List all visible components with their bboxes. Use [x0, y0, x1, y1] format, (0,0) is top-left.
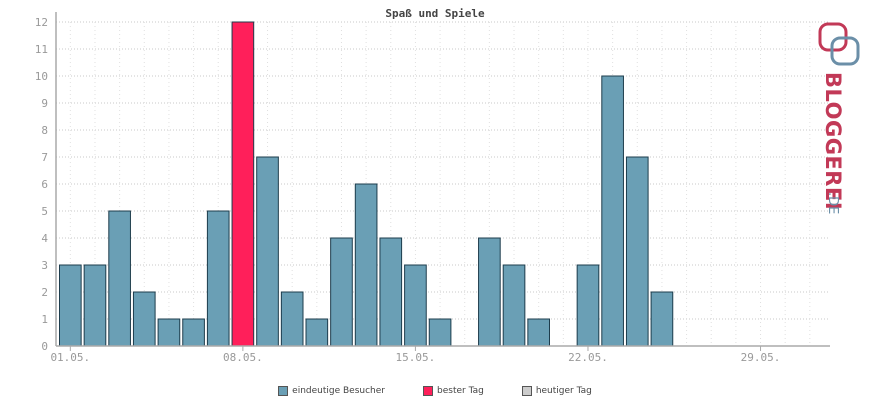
y-tick-label: 3	[41, 259, 48, 272]
bar	[83, 264, 107, 347]
y-tick-label: 6	[41, 178, 48, 191]
x-tick-label: 15.05.	[396, 351, 436, 364]
bar	[59, 264, 82, 347]
bar-best-day	[231, 21, 255, 347]
bar	[576, 264, 600, 347]
bar	[428, 318, 452, 347]
legend-swatch-best-day	[423, 386, 433, 396]
y-tick-label: 7	[41, 151, 48, 164]
bar	[527, 318, 550, 347]
y-tick-label: 12	[35, 16, 48, 29]
logo-shape-blue	[830, 36, 860, 66]
x-tick-label: 01.05.	[50, 351, 90, 364]
y-tick-label: 0	[41, 340, 48, 353]
bar	[625, 156, 649, 347]
legend-swatch-visitors	[278, 386, 289, 396]
legend-swatch-today	[521, 386, 532, 396]
y-tick-label: 8	[41, 124, 48, 137]
legend-item-visitors: eindeutige Besucher	[278, 384, 385, 398]
y-tick-label: 2	[41, 286, 48, 299]
legend: eindeutige Besucher bester Tag heutiger …	[0, 384, 870, 398]
y-tick-label: 9	[41, 97, 48, 110]
bar	[206, 210, 230, 347]
legend-label-visitors: eindeutige Besucher	[292, 386, 385, 396]
bar	[330, 237, 353, 347]
legend-item-best-day: bester Tag	[423, 384, 484, 398]
x-tick-label: 22.05.	[568, 351, 608, 364]
bloggerei-logo: BLOGGEREI .DE	[818, 22, 860, 214]
bar	[108, 210, 131, 347]
bar	[404, 264, 427, 347]
bar	[305, 318, 329, 347]
logo-suffix: .DE	[825, 192, 840, 214]
y-tick-label: 5	[41, 205, 48, 218]
legend-item-today: heutiger Tag	[521, 384, 592, 398]
bar	[379, 237, 403, 347]
y-tick-label: 1	[41, 313, 48, 326]
bar	[157, 318, 181, 347]
y-tick-label: 10	[35, 70, 48, 83]
legend-label-today: heutiger Tag	[535, 386, 592, 396]
logo-shape-red	[818, 22, 848, 52]
bar	[650, 291, 674, 347]
bar	[502, 264, 526, 347]
bar	[132, 291, 156, 347]
bar	[601, 75, 624, 347]
logo-text: BLOGGEREI	[821, 72, 845, 210]
bar	[478, 237, 501, 347]
x-tick-label: 08.05.	[223, 351, 263, 364]
bar	[256, 156, 279, 347]
bar	[354, 183, 378, 347]
bar	[280, 291, 304, 347]
y-tick-label: 11	[35, 43, 48, 56]
chart-title: Spaß und Spiele	[385, 7, 485, 20]
y-tick-label: 4	[41, 232, 48, 245]
bar	[182, 318, 205, 347]
legend-label-best-day: bester Tag	[437, 386, 484, 396]
x-tick-label: 29.05.	[741, 351, 781, 364]
